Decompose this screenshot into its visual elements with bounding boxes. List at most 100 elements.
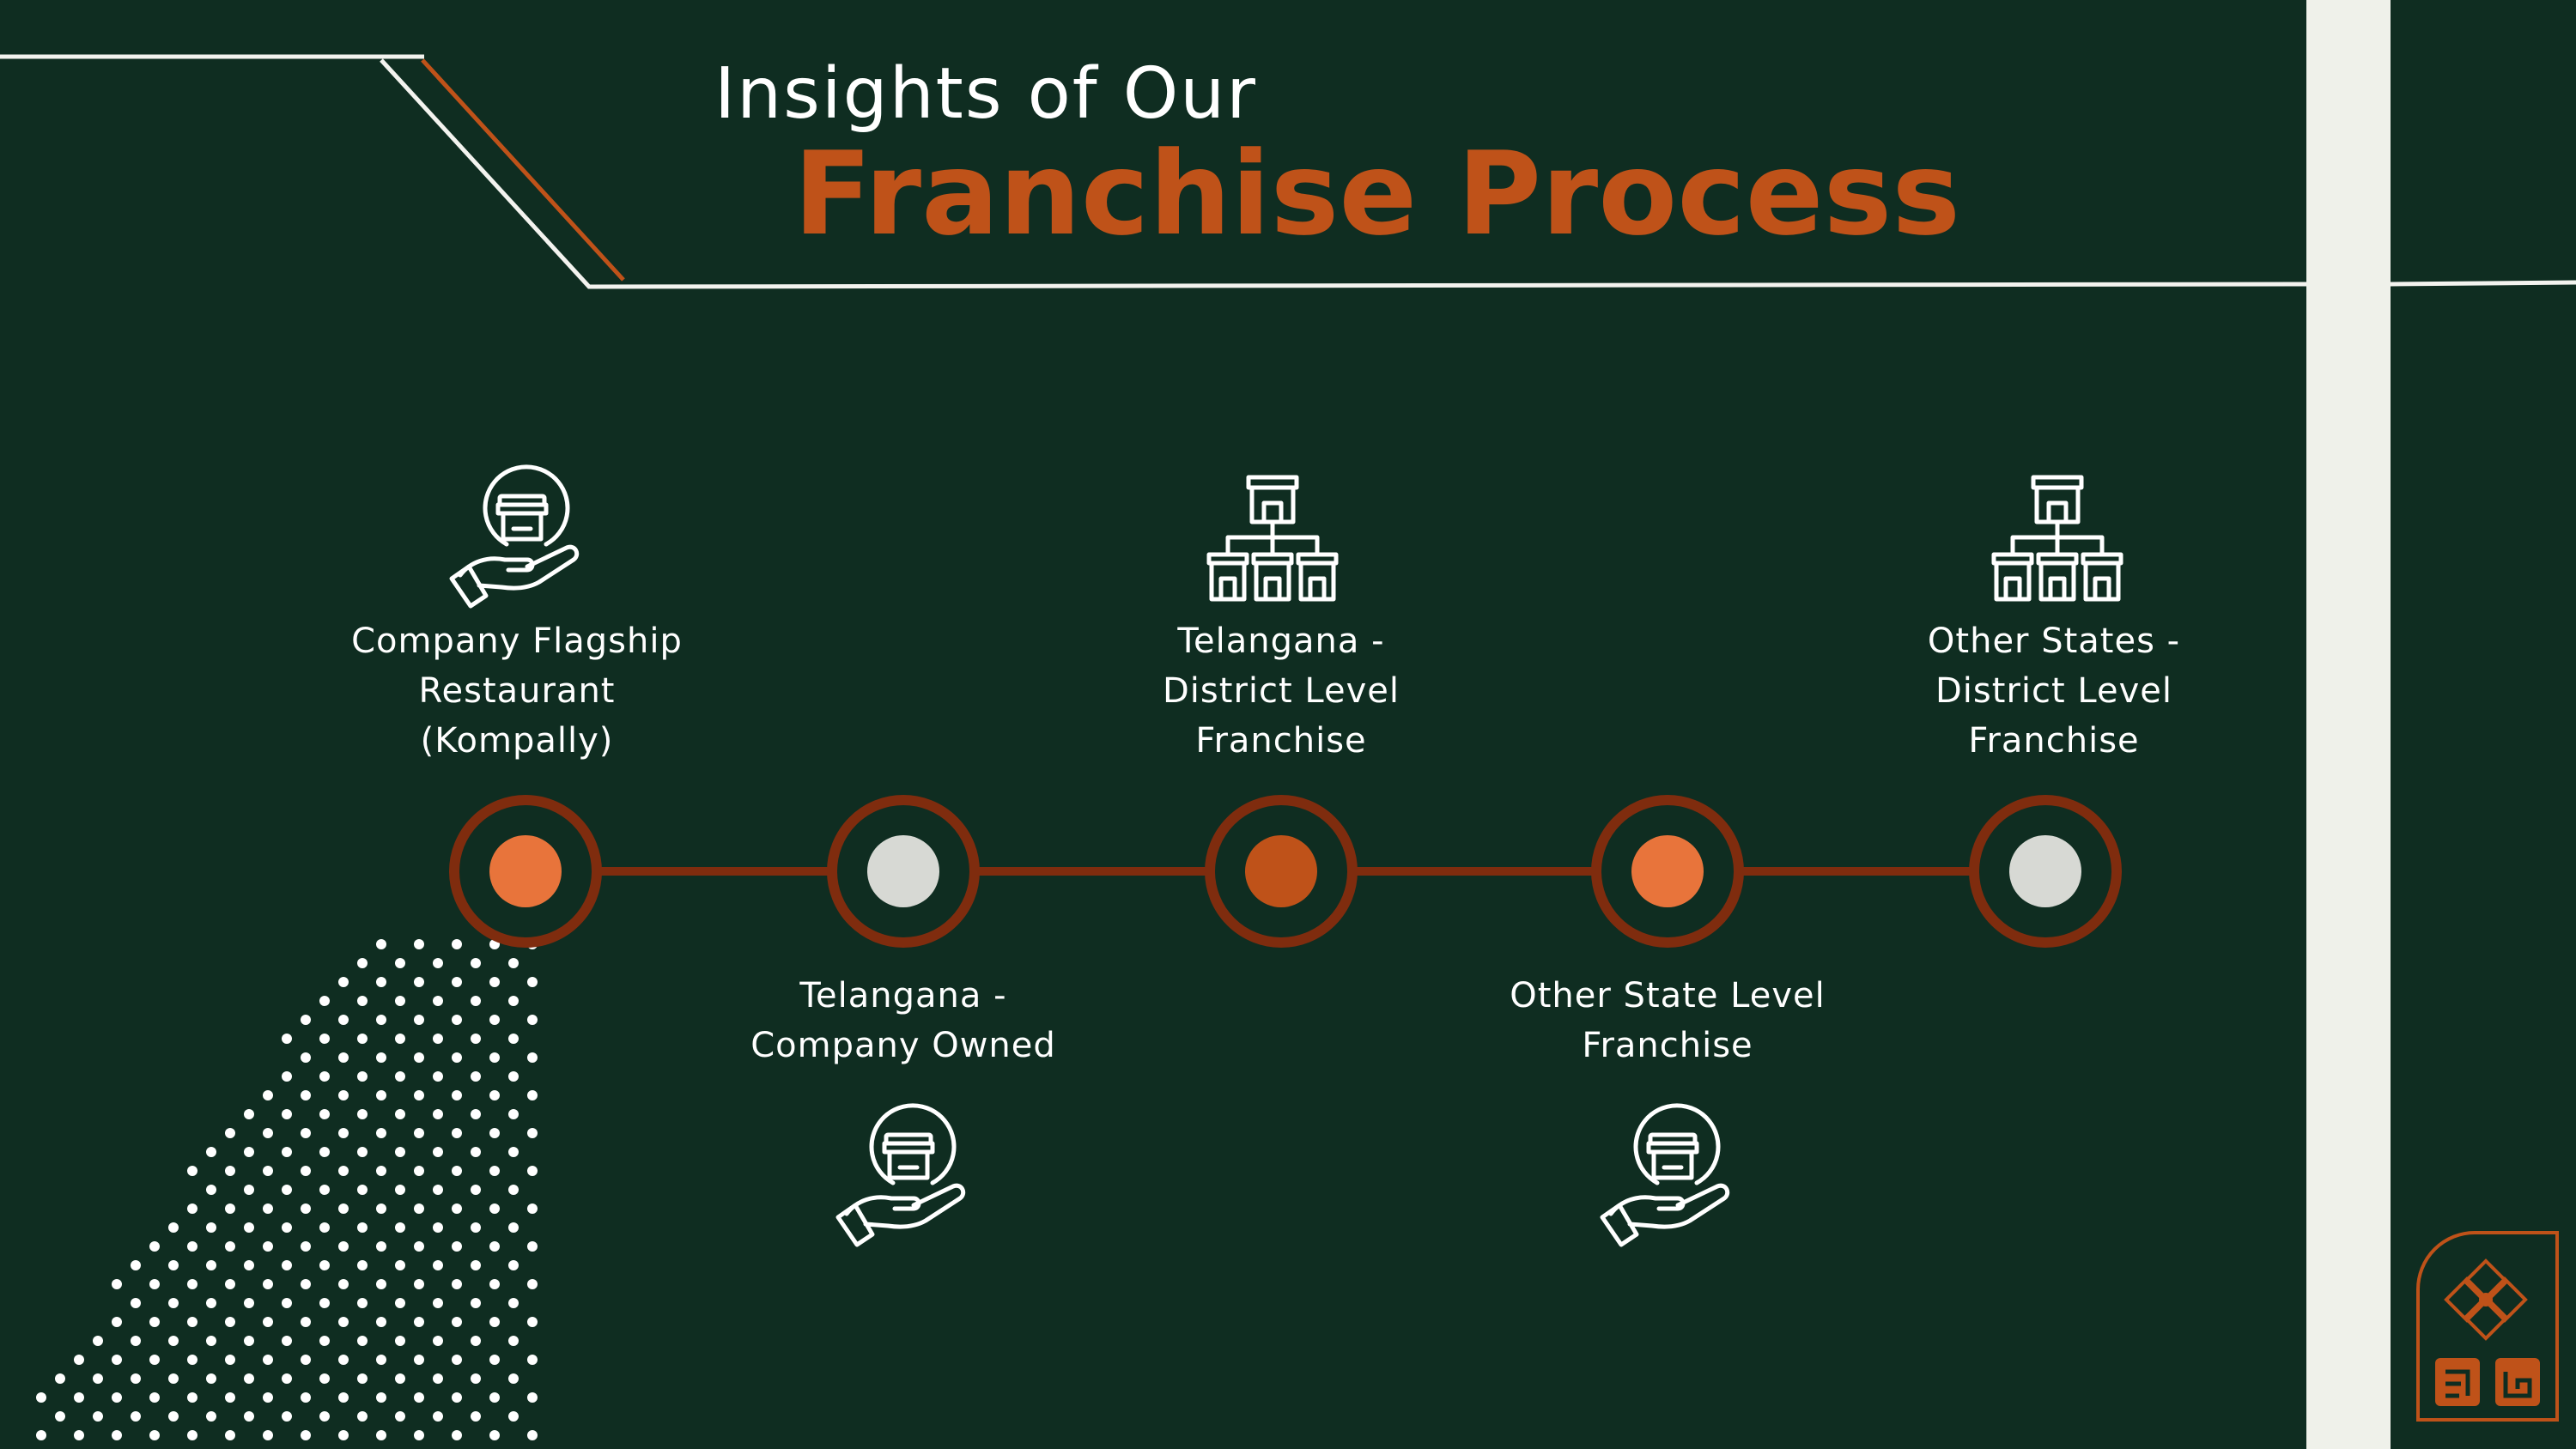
decor-dot bbox=[319, 1034, 330, 1044]
decor-dot bbox=[452, 1241, 462, 1252]
decor-dot bbox=[225, 1166, 235, 1176]
decor-dot bbox=[414, 977, 424, 987]
hand-store-icon bbox=[835, 1103, 966, 1247]
decor-dot bbox=[301, 1430, 311, 1440]
decor-dot bbox=[527, 1090, 538, 1100]
decor-dot bbox=[357, 1071, 368, 1082]
decor-dot bbox=[244, 1185, 254, 1195]
decor-dot bbox=[527, 1355, 538, 1365]
decor-dot bbox=[527, 1166, 538, 1176]
decor-dot bbox=[225, 1430, 235, 1440]
decor-dot bbox=[74, 1355, 84, 1365]
decor-dot bbox=[282, 1411, 292, 1422]
decor-dot bbox=[338, 1166, 349, 1176]
decor-dot bbox=[527, 1430, 538, 1440]
store-network-icon bbox=[1991, 475, 2123, 602]
decor-dot bbox=[338, 1203, 349, 1214]
decor-dot bbox=[508, 1109, 519, 1119]
decor-dot bbox=[452, 939, 462, 949]
decor-dot bbox=[282, 1373, 292, 1384]
decor-dot bbox=[338, 977, 349, 987]
decor-dot bbox=[225, 1355, 235, 1365]
decor-dot bbox=[225, 1241, 235, 1252]
decor-dot bbox=[527, 1279, 538, 1289]
decor-dot bbox=[433, 1373, 443, 1384]
decor-dot bbox=[433, 1260, 443, 1270]
decor-dot bbox=[36, 1430, 46, 1440]
decor-dot bbox=[168, 1222, 179, 1233]
decor-dot bbox=[508, 1336, 519, 1346]
hand-store-icon bbox=[1600, 1103, 1730, 1247]
decor-dot bbox=[263, 1279, 273, 1289]
decor-dot bbox=[357, 1034, 368, 1044]
decor-dot bbox=[508, 1071, 519, 1082]
decor-dot bbox=[225, 1128, 235, 1138]
decor-dot bbox=[282, 1298, 292, 1308]
decor-dot bbox=[206, 1147, 216, 1157]
decor-dot bbox=[452, 1052, 462, 1063]
decor-dot bbox=[376, 1241, 386, 1252]
decor-dot bbox=[357, 1185, 368, 1195]
decor-dot bbox=[187, 1392, 197, 1403]
decor-dot bbox=[301, 1015, 311, 1025]
decor-dot bbox=[301, 1279, 311, 1289]
decor-dot bbox=[282, 1336, 292, 1346]
decor-dot bbox=[489, 1430, 500, 1440]
decor-dot bbox=[187, 1166, 197, 1176]
decor-dot bbox=[395, 1034, 405, 1044]
step-label-1: Company Flagship Restaurant (Kompally) bbox=[351, 621, 683, 761]
decor-dot bbox=[414, 1241, 424, 1252]
decor-dot bbox=[452, 1090, 462, 1100]
decor-dot bbox=[395, 1071, 405, 1082]
decor-dot bbox=[357, 1260, 368, 1270]
decor-dot bbox=[263, 1128, 273, 1138]
decor-dot bbox=[319, 1185, 330, 1195]
decor-dot bbox=[508, 1298, 519, 1308]
decor-dot bbox=[338, 1241, 349, 1252]
decor-dot bbox=[338, 1090, 349, 1100]
decor-dot bbox=[206, 1411, 216, 1422]
decor-dot bbox=[433, 1034, 443, 1044]
decor-dot bbox=[206, 1373, 216, 1384]
title-line-1: Insights of Our bbox=[714, 53, 1257, 135]
decor-dot bbox=[433, 1298, 443, 1308]
decor-dot bbox=[112, 1355, 122, 1365]
decor-dot bbox=[489, 1203, 500, 1214]
decor-dot bbox=[301, 1166, 311, 1176]
decor-dot bbox=[395, 996, 405, 1006]
decor-dot bbox=[376, 1090, 386, 1100]
decor-dot bbox=[244, 1260, 254, 1270]
decor-dot bbox=[452, 1279, 462, 1289]
decor-dot bbox=[282, 1185, 292, 1195]
decor-dot bbox=[471, 1109, 481, 1119]
decor-dot bbox=[414, 1090, 424, 1100]
decor-dot bbox=[149, 1317, 160, 1327]
decor-dot bbox=[131, 1336, 141, 1346]
decor-dot bbox=[263, 1090, 273, 1100]
decor-dot bbox=[74, 1430, 84, 1440]
decor-dot bbox=[452, 1392, 462, 1403]
decor-dot bbox=[338, 1128, 349, 1138]
decor-dot bbox=[244, 1373, 254, 1384]
decor-dot bbox=[338, 1279, 349, 1289]
decor-dot bbox=[74, 1392, 84, 1403]
decor-dot bbox=[471, 1298, 481, 1308]
decor-dot bbox=[433, 1147, 443, 1157]
decor-dot bbox=[395, 1147, 405, 1157]
decor-dot bbox=[263, 1166, 273, 1176]
decor-dot bbox=[414, 1052, 424, 1063]
decor-dot bbox=[357, 1298, 368, 1308]
decor-dot bbox=[508, 1147, 519, 1157]
decor-dot bbox=[433, 1336, 443, 1346]
decor-dot bbox=[357, 1109, 368, 1119]
side-strip bbox=[2306, 0, 2391, 1449]
decor-dot bbox=[187, 1355, 197, 1365]
decor-dot bbox=[376, 1355, 386, 1365]
step-label-2: Telangana - Company Owned bbox=[750, 976, 1056, 1065]
decor-dot bbox=[489, 1392, 500, 1403]
decor-dot bbox=[376, 977, 386, 987]
decor-dot bbox=[263, 1430, 273, 1440]
decor-dot bbox=[149, 1392, 160, 1403]
decor-dot bbox=[452, 977, 462, 987]
